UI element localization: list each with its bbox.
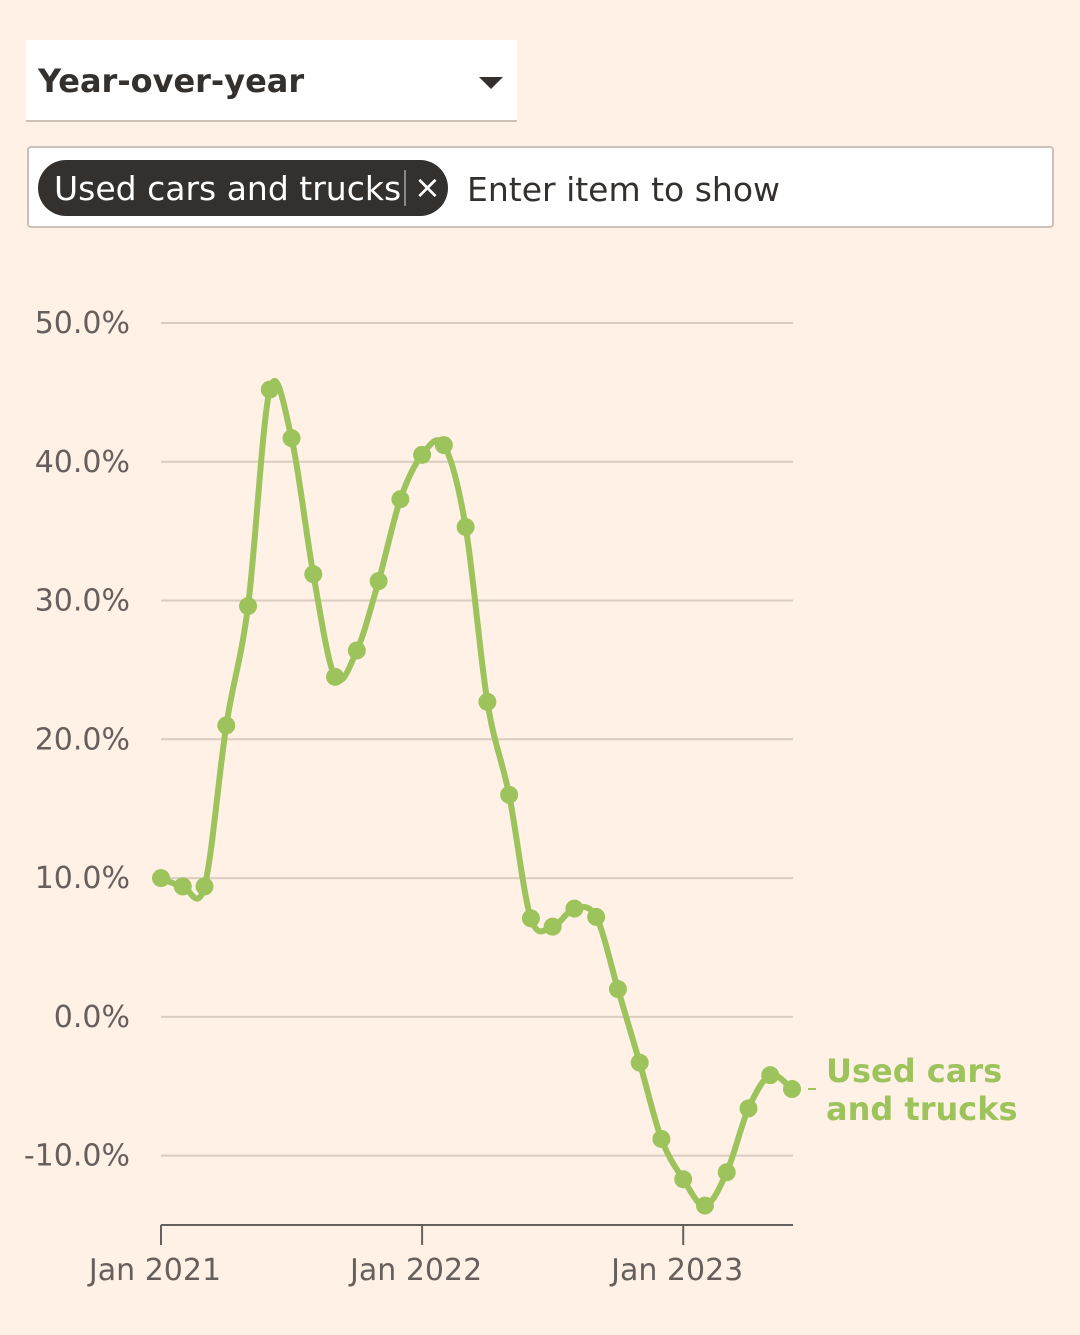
point <box>260 380 279 399</box>
point <box>565 899 584 918</box>
tag: Used cars and trucks × <box>38 160 448 216</box>
point <box>456 517 475 536</box>
point <box>630 1053 649 1072</box>
placeholder: Enter item to show <box>467 170 781 209</box>
point <box>173 877 192 896</box>
filter-input[interactable]: Used cars and trucks × Enter item to show <box>27 146 1054 228</box>
y-tick-label: 30.0% <box>35 584 130 619</box>
point <box>783 1080 801 1099</box>
point <box>391 490 410 509</box>
point <box>695 1196 714 1215</box>
point <box>239 597 258 616</box>
point <box>608 980 627 999</box>
point <box>500 785 519 804</box>
point <box>369 572 388 591</box>
point <box>717 1163 736 1182</box>
y-tick-label: 10.0% <box>35 861 130 896</box>
point <box>761 1066 780 1085</box>
x-tick-label: Jan 2021 <box>87 1253 221 1288</box>
y-tick-label: -10.0% <box>24 1139 130 1174</box>
line <box>159 378 794 1209</box>
point <box>674 1170 693 1189</box>
point <box>521 909 540 928</box>
dropdown-value: Year-over-year <box>38 62 305 100</box>
point <box>587 907 606 926</box>
x-tick-label: Jan 2023 <box>609 1253 743 1288</box>
line-label: Used cars and trucks <box>826 1052 1018 1128</box>
point <box>304 565 323 584</box>
point <box>413 445 432 464</box>
point <box>739 1099 758 1118</box>
y-tick-label: 50.0% <box>35 306 130 341</box>
point <box>434 436 453 455</box>
y-tick-label: 0.0% <box>54 1000 130 1035</box>
y-tick-label: 40.0% <box>35 445 130 480</box>
point <box>326 667 345 686</box>
point <box>217 716 236 735</box>
caret <box>479 77 503 89</box>
point <box>282 429 301 448</box>
dropdown[interactable]: Year-over-year <box>26 40 517 122</box>
tag-label: Used cars and trucks <box>54 169 402 208</box>
point <box>543 917 562 936</box>
point <box>347 641 366 660</box>
point <box>478 692 497 711</box>
point <box>152 869 170 888</box>
tag-divider <box>404 170 406 206</box>
point <box>652 1129 671 1148</box>
tag-remove[interactable]: × <box>414 168 441 206</box>
y-tick-label: 20.0% <box>35 722 130 757</box>
point <box>195 877 214 896</box>
x-tick-label: Jan 2022 <box>348 1253 482 1288</box>
